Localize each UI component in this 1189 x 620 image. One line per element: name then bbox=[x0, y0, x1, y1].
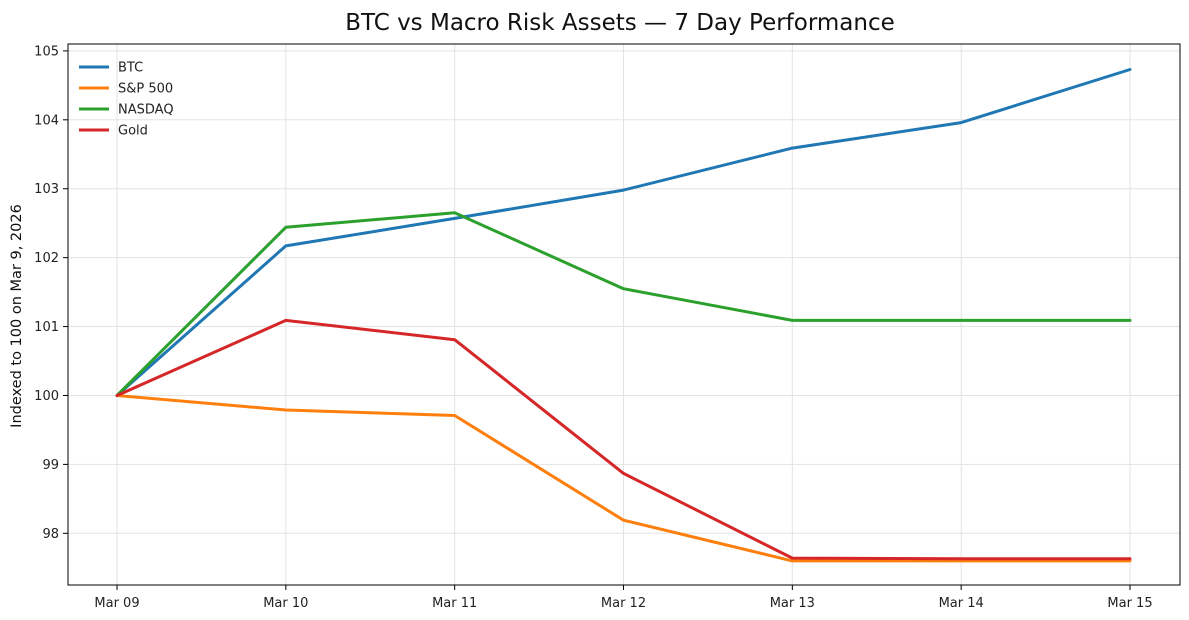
x-tick-label: Mar 10 bbox=[263, 596, 308, 611]
y-tick-label: 102 bbox=[34, 251, 59, 266]
x-tick-label: Mar 12 bbox=[601, 596, 646, 611]
y-tick-label: 104 bbox=[34, 113, 59, 128]
legend-label-nasdaq: NASDAQ bbox=[118, 103, 174, 118]
y-tick-label: 103 bbox=[34, 182, 59, 197]
grid bbox=[68, 44, 1180, 585]
y-tick-label: 100 bbox=[34, 389, 59, 404]
series-line-nasdaq bbox=[115, 211, 1132, 397]
legend-label-btc: BTC bbox=[118, 61, 143, 76]
legend-label-s-p-500: S&P 500 bbox=[118, 82, 173, 97]
chart-title: BTC vs Macro Risk Assets — 7 Day Perform… bbox=[345, 10, 895, 36]
x-tick-label: Mar 13 bbox=[770, 596, 815, 611]
series-group bbox=[115, 68, 1132, 563]
legend: BTC S&P 500 NASDAQ Gold bbox=[79, 61, 174, 139]
series-line-s-p-500 bbox=[115, 394, 1132, 563]
axis-ticks: Mar 09 Mar 10 Mar 11 Mar 12 Mar 13 Mar 14 Mar … bbox=[34, 44, 1152, 611]
y-tick-label: 101 bbox=[34, 320, 59, 335]
y-tick-label: 98 bbox=[42, 527, 59, 542]
y-tick-label: 105 bbox=[34, 44, 59, 59]
y-axis-label: Indexed to 100 on Mar 9, 2026 bbox=[9, 204, 25, 428]
x-tick-label: Mar 15 bbox=[1107, 596, 1152, 611]
x-tick-label: Mar 11 bbox=[432, 596, 477, 611]
y-tick-label: 99 bbox=[42, 458, 59, 473]
x-tick-label: Mar 14 bbox=[939, 596, 984, 611]
x-tick-label: Mar 09 bbox=[94, 596, 139, 611]
series-line-gold bbox=[115, 318, 1132, 561]
legend-label-gold: Gold bbox=[118, 124, 148, 139]
series-line-btc bbox=[115, 68, 1132, 397]
